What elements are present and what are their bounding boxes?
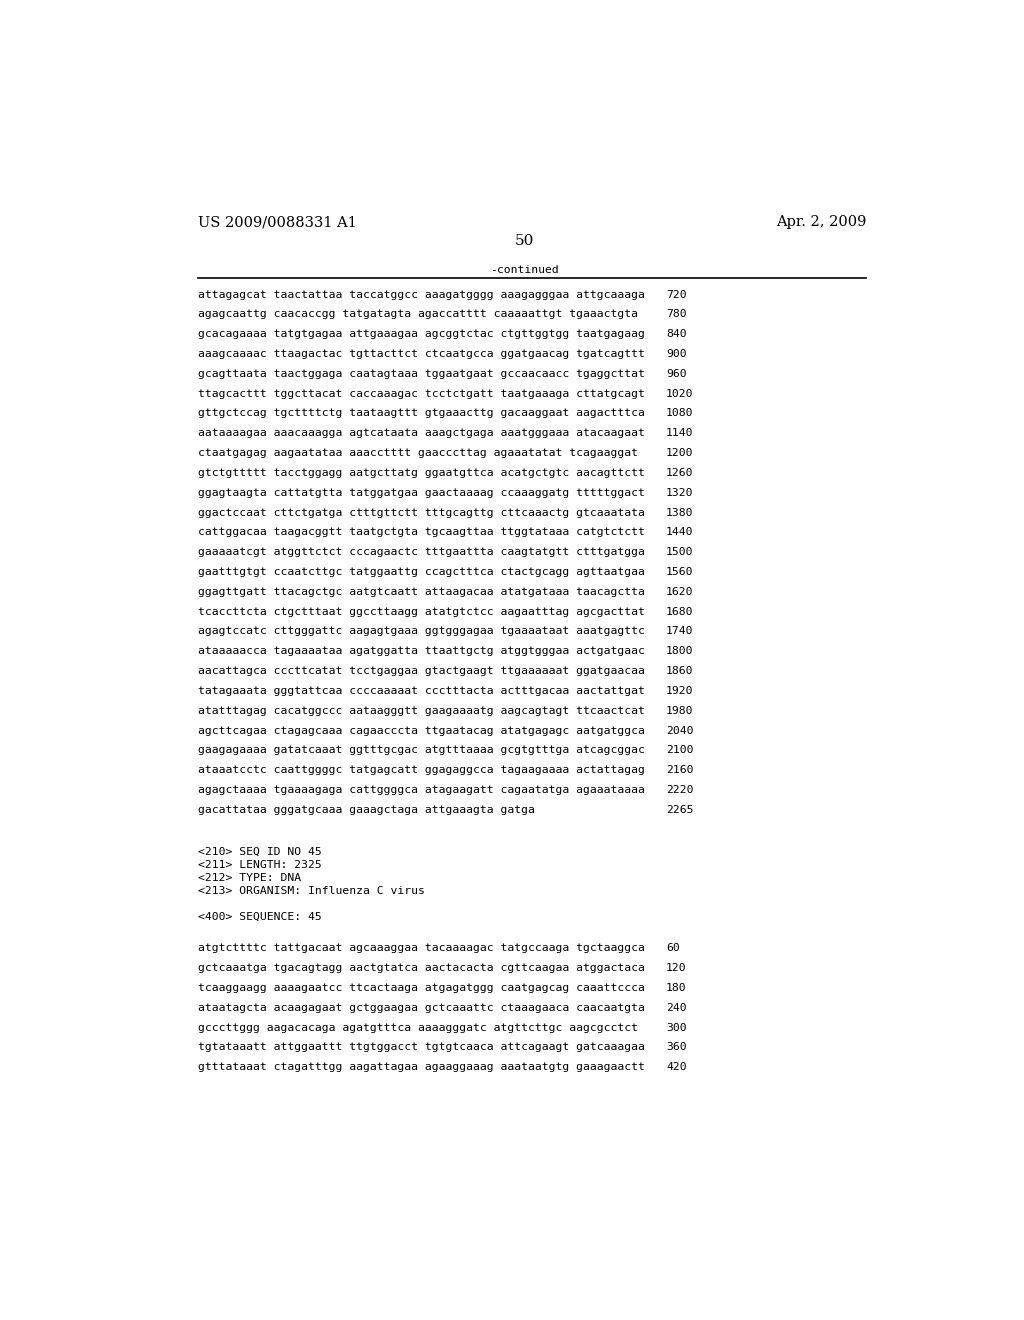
- Text: gcacagaaaa tatgtgagaa attgaaagaa agcggtctac ctgttggtgg taatgagaag: gcacagaaaa tatgtgagaa attgaaagaa agcggtc…: [198, 329, 645, 339]
- Text: ataatagcta acaagagaat gctggaagaa gctcaaattc ctaaagaaca caacaatgta: ataatagcta acaagagaat gctggaagaa gctcaaa…: [198, 1003, 645, 1012]
- Text: atatttagag cacatggccc aataagggtt gaagaaaatg aagcagtagt ttcaactcat: atatttagag cacatggccc aataagggtt gaagaaa…: [198, 706, 645, 715]
- Text: 1500: 1500: [666, 548, 693, 557]
- Text: agagtccatc cttgggattc aagagtgaaa ggtgggagaa tgaaaataat aaatgagttc: agagtccatc cttgggattc aagagtgaaa ggtggga…: [198, 627, 645, 636]
- Text: ataaaaacca tagaaaataa agatggatta ttaattgctg atggtgggaa actgatgaac: ataaaaacca tagaaaataa agatggatta ttaattg…: [198, 647, 645, 656]
- Text: 2040: 2040: [666, 726, 693, 735]
- Text: 60: 60: [666, 944, 680, 953]
- Text: 120: 120: [666, 964, 687, 973]
- Text: 1980: 1980: [666, 706, 693, 715]
- Text: ggactccaat cttctgatga ctttgttctt tttgcagttg cttcaaactg gtcaaatata: ggactccaat cttctgatga ctttgttctt tttgcag…: [198, 507, 645, 517]
- Text: 720: 720: [666, 289, 687, 300]
- Text: agagcaattg caacaccgg tatgatagta agaccatttt caaaaattgt tgaaactgta: agagcaattg caacaccgg tatgatagta agaccatt…: [198, 309, 638, 319]
- Text: ggagttgatt ttacagctgc aatgtcaatt attaagacaa atatgataaa taacagctta: ggagttgatt ttacagctgc aatgtcaatt attaaga…: [198, 587, 645, 597]
- Text: gtttataaat ctagatttgg aagattagaa agaaggaaag aaataatgtg gaaagaactt: gtttataaat ctagatttgg aagattagaa agaagga…: [198, 1063, 645, 1072]
- Text: 1140: 1140: [666, 428, 693, 438]
- Text: 420: 420: [666, 1063, 687, 1072]
- Text: agcttcagaa ctagagcaaa cagaacccta ttgaatacag atatgagagc aatgatggca: agcttcagaa ctagagcaaa cagaacccta ttgaata…: [198, 726, 645, 735]
- Text: gcagttaata taactggaga caatagtaaa tggaatgaat gccaacaacc tgaggcttat: gcagttaata taactggaga caatagtaaa tggaatg…: [198, 368, 645, 379]
- Text: ggagtaagta cattatgtta tatggatgaa gaactaaaag ccaaaggatg tttttggact: ggagtaagta cattatgtta tatggatgaa gaactaa…: [198, 487, 645, 498]
- Text: ataaatcctc caattggggc tatgagcatt ggagaggcca tagaagaaaa actattagag: ataaatcctc caattggggc tatgagcatt ggagagg…: [198, 766, 645, 775]
- Text: <213> ORGANISM: Influenza C virus: <213> ORGANISM: Influenza C virus: [198, 886, 425, 896]
- Text: atgtcttttc tattgacaat agcaaaggaa tacaaaagac tatgccaaga tgctaaggca: atgtcttttc tattgacaat agcaaaggaa tacaaaa…: [198, 944, 645, 953]
- Text: US 2009/0088331 A1: US 2009/0088331 A1: [198, 215, 356, 230]
- Text: <212> TYPE: DNA: <212> TYPE: DNA: [198, 873, 301, 883]
- Text: 1020: 1020: [666, 388, 693, 399]
- Text: 2160: 2160: [666, 766, 693, 775]
- Text: 1320: 1320: [666, 487, 693, 498]
- Text: 2100: 2100: [666, 746, 693, 755]
- Text: gtctgttttt tacctggagg aatgcttatg ggaatgttca acatgctgtc aacagttctt: gtctgttttt tacctggagg aatgcttatg ggaatgt…: [198, 467, 645, 478]
- Text: 900: 900: [666, 348, 687, 359]
- Text: 1860: 1860: [666, 667, 693, 676]
- Text: gacattataa gggatgcaaa gaaagctaga attgaaagta gatga: gacattataa gggatgcaaa gaaagctaga attgaaa…: [198, 805, 535, 814]
- Text: ctaatgagag aagaatataa aaacctttt gaacccttag agaaatatat tcagaaggat: ctaatgagag aagaatataa aaacctttt gaaccctt…: [198, 447, 638, 458]
- Text: 1380: 1380: [666, 507, 693, 517]
- Text: 1920: 1920: [666, 686, 693, 696]
- Text: gttgctccag tgcttttctg taataagttt gtgaaacttg gacaaggaat aagactttca: gttgctccag tgcttttctg taataagttt gtgaaac…: [198, 408, 645, 418]
- Text: gaaaaatcgt atggttctct cccagaactc tttgaattta caagtatgtt ctttgatgga: gaaaaatcgt atggttctct cccagaactc tttgaat…: [198, 548, 645, 557]
- Text: aacattagca cccttcatat tcctgaggaa gtactgaagt ttgaaaaaat ggatgaacaa: aacattagca cccttcatat tcctgaggaa gtactga…: [198, 667, 645, 676]
- Text: 1260: 1260: [666, 467, 693, 478]
- Text: <211> LENGTH: 2325: <211> LENGTH: 2325: [198, 861, 322, 870]
- Text: tcaccttcta ctgctttaat ggccttaagg atatgtctcc aagaatttag agcgacttat: tcaccttcta ctgctttaat ggccttaagg atatgtc…: [198, 607, 645, 616]
- Text: attagagcat taactattaa taccatggcc aaagatgggg aaagagggaa attgcaaaga: attagagcat taactattaa taccatggcc aaagatg…: [198, 289, 645, 300]
- Text: 1560: 1560: [666, 568, 693, 577]
- Text: 240: 240: [666, 1003, 687, 1012]
- Text: gaagagaaaa gatatcaaat ggtttgcgac atgtttaaaa gcgtgtttga atcagcggac: gaagagaaaa gatatcaaat ggtttgcgac atgttta…: [198, 746, 645, 755]
- Text: 1080: 1080: [666, 408, 693, 418]
- Text: 1680: 1680: [666, 607, 693, 616]
- Text: 1620: 1620: [666, 587, 693, 597]
- Text: Apr. 2, 2009: Apr. 2, 2009: [775, 215, 866, 230]
- Text: 300: 300: [666, 1023, 687, 1032]
- Text: 1800: 1800: [666, 647, 693, 656]
- Text: <400> SEQUENCE: 45: <400> SEQUENCE: 45: [198, 912, 322, 923]
- Text: 50: 50: [515, 234, 535, 248]
- Text: agagctaaaa tgaaaagaga cattggggca atagaagatt cagaatatga agaaataaaa: agagctaaaa tgaaaagaga cattggggca atagaag…: [198, 785, 645, 795]
- Text: 180: 180: [666, 983, 687, 993]
- Text: 1740: 1740: [666, 627, 693, 636]
- Text: 960: 960: [666, 368, 687, 379]
- Text: aataaaagaa aaacaaagga agtcataata aaagctgaga aaatgggaaa atacaagaat: aataaaagaa aaacaaagga agtcataata aaagctg…: [198, 428, 645, 438]
- Text: ttagcacttt tggcttacat caccaaagac tcctctgatt taatgaaaga cttatgcagt: ttagcacttt tggcttacat caccaaagac tcctctg…: [198, 388, 645, 399]
- Text: aaagcaaaac ttaagactac tgttacttct ctcaatgcca ggatgaacag tgatcagttt: aaagcaaaac ttaagactac tgttacttct ctcaatg…: [198, 348, 645, 359]
- Text: 2220: 2220: [666, 785, 693, 795]
- Text: 360: 360: [666, 1043, 687, 1052]
- Text: 1200: 1200: [666, 447, 693, 458]
- Text: 2265: 2265: [666, 805, 693, 814]
- Text: gcccttggg aagacacaga agatgtttca aaaagggatc atgttcttgc aagcgcctct: gcccttggg aagacacaga agatgtttca aaaaggga…: [198, 1023, 638, 1032]
- Text: 1440: 1440: [666, 528, 693, 537]
- Text: 780: 780: [666, 309, 687, 319]
- Text: tatagaaata gggtattcaa ccccaaaaat ccctttacta actttgacaa aactattgat: tatagaaata gggtattcaa ccccaaaaat cccttta…: [198, 686, 645, 696]
- Text: <210> SEQ ID NO 45: <210> SEQ ID NO 45: [198, 847, 322, 857]
- Text: tcaaggaagg aaaagaatcc ttcactaaga atgagatggg caatgagcag caaattccca: tcaaggaagg aaaagaatcc ttcactaaga atgagat…: [198, 983, 645, 993]
- Text: gctcaaatga tgacagtagg aactgtatca aactacacta cgttcaagaa atggactaca: gctcaaatga tgacagtagg aactgtatca aactaca…: [198, 964, 645, 973]
- Text: -continued: -continued: [490, 265, 559, 275]
- Text: gaatttgtgt ccaatcttgc tatggaattg ccagctttca ctactgcagg agttaatgaa: gaatttgtgt ccaatcttgc tatggaattg ccagctt…: [198, 568, 645, 577]
- Text: cattggacaa taagacggtt taatgctgta tgcaagttaa ttggtataaa catgtctctt: cattggacaa taagacggtt taatgctgta tgcaagt…: [198, 528, 645, 537]
- Text: 840: 840: [666, 329, 687, 339]
- Text: tgtataaatt attggaattt ttgtggacct tgtgtcaaca attcagaagt gatcaaagaa: tgtataaatt attggaattt ttgtggacct tgtgtca…: [198, 1043, 645, 1052]
